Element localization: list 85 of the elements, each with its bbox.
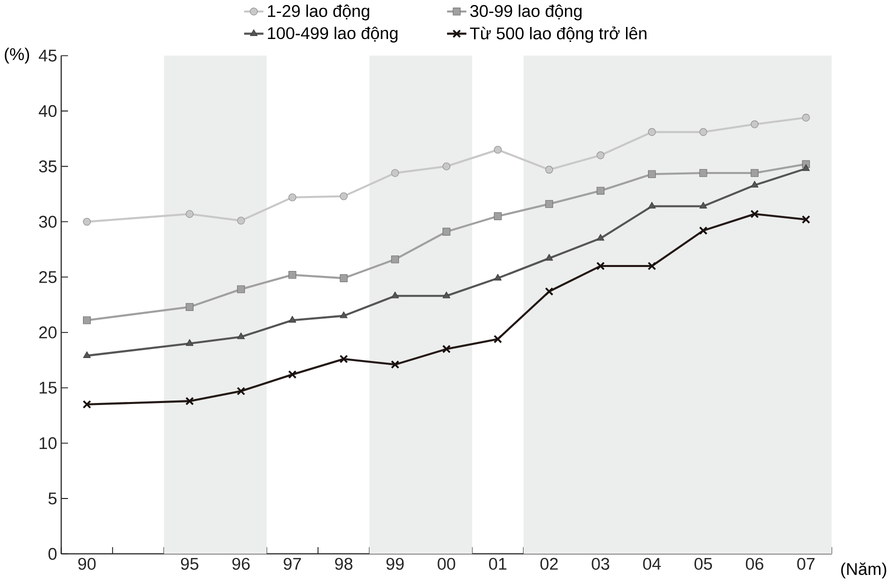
point — [391, 169, 399, 177]
x-tick-label: 95 — [181, 558, 198, 570]
point — [442, 291, 450, 298]
point — [391, 255, 399, 264]
point — [596, 151, 604, 160]
point — [186, 339, 194, 346]
point — [83, 316, 91, 324]
point — [699, 226, 708, 235]
point — [186, 210, 194, 218]
point — [288, 270, 296, 279]
y-tick-label: 15 — [40, 382, 57, 394]
y-tick-label: 45 — [38, 50, 57, 62]
point — [237, 285, 245, 294]
point — [544, 287, 554, 296]
point — [288, 316, 296, 323]
point — [185, 396, 194, 406]
point — [802, 164, 810, 171]
point — [699, 128, 708, 136]
point — [596, 186, 604, 195]
point — [802, 215, 810, 224]
point — [699, 202, 708, 208]
x-axis-title: (Năm) — [841, 562, 886, 578]
point — [802, 114, 810, 122]
legend-label: 100-499 lao động — [268, 26, 398, 42]
y-tick-label: 0 — [48, 548, 57, 560]
x-tick-label: 03 — [592, 558, 610, 570]
point — [648, 202, 656, 208]
x-tick-label: 98 — [335, 558, 352, 570]
y-tick-label: 35 — [39, 160, 57, 172]
legend-label: Từ 500 lao động trở lên — [470, 26, 646, 43]
point — [494, 334, 502, 344]
point — [596, 234, 604, 241]
point — [750, 180, 758, 188]
point — [339, 354, 348, 364]
x-tick-label: 01 — [489, 558, 506, 570]
point — [442, 162, 450, 170]
point — [750, 169, 759, 177]
legend-label: 30-99 lao động — [470, 4, 582, 20]
point — [442, 228, 450, 236]
point — [288, 193, 296, 202]
point — [648, 170, 656, 178]
y-tick-label: 25 — [39, 271, 57, 284]
y-axis-title: (%) — [4, 48, 30, 64]
y-tick-label: 20 — [39, 326, 57, 338]
point — [340, 274, 348, 282]
point — [648, 128, 656, 136]
x-tick-label: 99 — [386, 558, 404, 570]
x-tick-label: 96 — [232, 558, 250, 570]
x-tick-label: 05 — [694, 558, 712, 570]
point — [442, 344, 451, 354]
x-tick-label: 00 — [438, 558, 456, 570]
point — [750, 120, 759, 128]
y-tick-label: 10 — [40, 437, 57, 450]
x-tick-label: 06 — [746, 558, 764, 570]
y-tick-label: 40 — [38, 104, 57, 117]
point — [83, 218, 91, 226]
point — [82, 400, 92, 409]
point — [340, 192, 348, 200]
x-tick-label: 07 — [797, 558, 815, 570]
y-tick-label: 5 — [48, 492, 57, 504]
point — [186, 303, 194, 311]
x-tick-label: 04 — [643, 558, 661, 570]
legend-label: 1-29 lao động — [268, 4, 370, 20]
point — [236, 386, 246, 396]
point — [545, 200, 554, 208]
point — [390, 360, 400, 369]
point — [750, 210, 759, 218]
x-tick-label: 97 — [284, 558, 301, 570]
point — [494, 212, 502, 220]
point — [494, 146, 502, 154]
point — [340, 311, 348, 318]
point — [391, 291, 399, 298]
x-tick-label: 02 — [540, 558, 558, 570]
point — [237, 216, 245, 224]
point — [288, 370, 297, 379]
point — [648, 262, 656, 270]
y-tick-label: 30 — [39, 216, 57, 228]
point — [545, 254, 553, 261]
point — [545, 166, 554, 174]
point — [596, 262, 605, 270]
point — [237, 332, 245, 340]
point — [494, 274, 502, 280]
point — [83, 351, 91, 358]
point — [699, 169, 708, 177]
x-tick-label: 90 — [78, 558, 96, 570]
